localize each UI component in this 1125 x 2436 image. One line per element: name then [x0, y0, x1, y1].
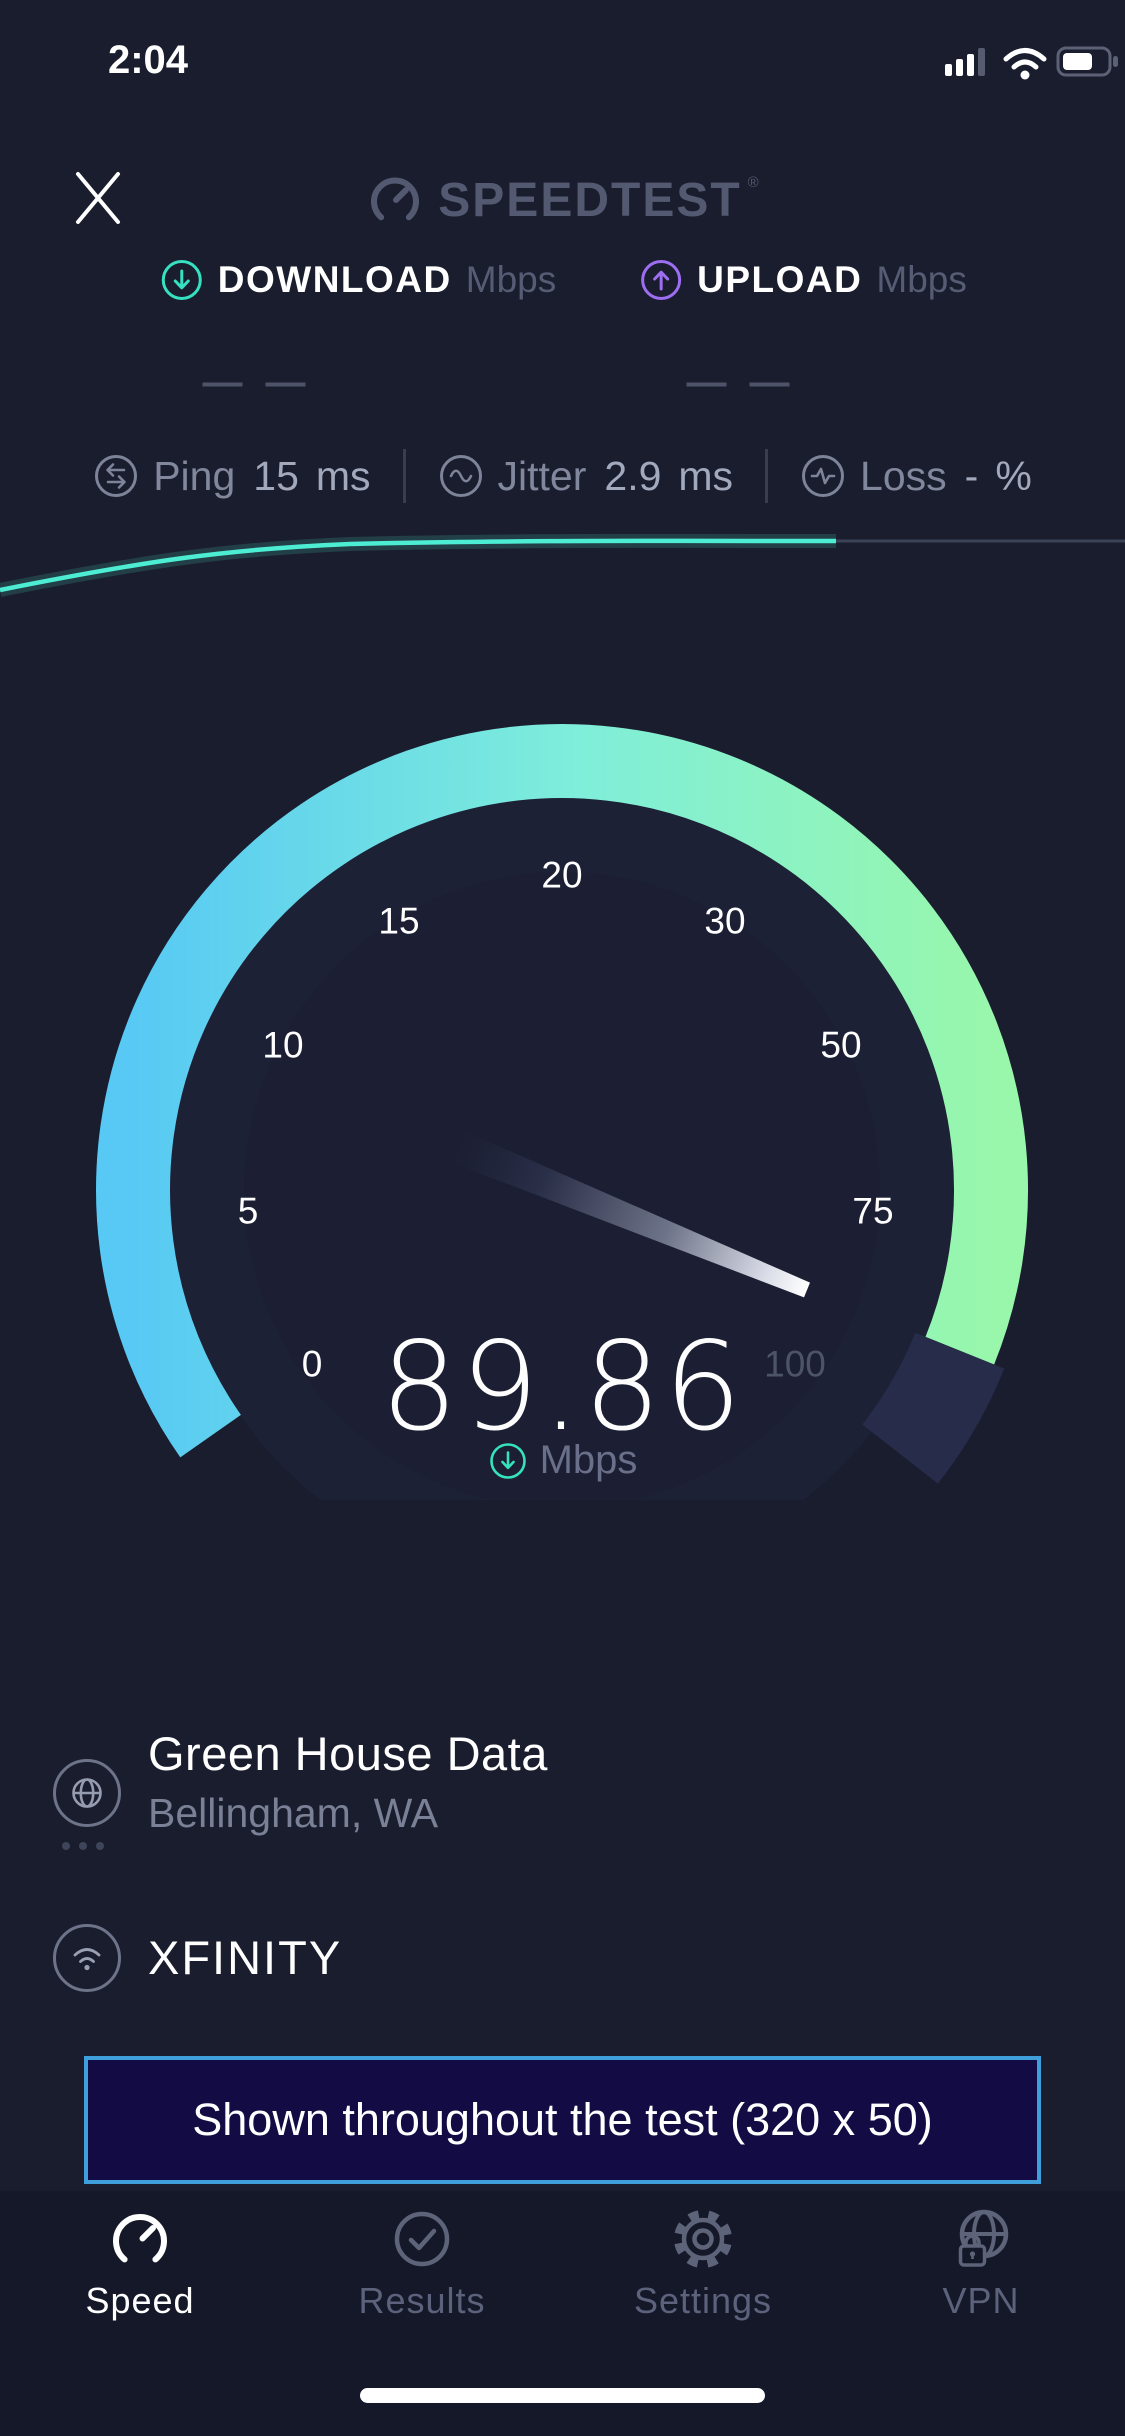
status-bar-icons: [945, 46, 1118, 80]
tab-speed[interactable]: Speed: [50, 2206, 230, 2322]
gauge-tick-15: 15: [378, 901, 419, 942]
upload-value-placeholder: — —: [686, 360, 794, 404]
server-globe-badge: [53, 1759, 121, 1827]
jitter-unit: ms: [678, 452, 734, 499]
tab-speed-label: Speed: [85, 2280, 195, 2321]
speed-gauge: 0 5 10 15 20 30 50 75 100: [96, 724, 1028, 1500]
loss-value: -: [964, 452, 979, 499]
upload-label: UPLOAD: [697, 259, 863, 300]
wifi-connection-icon: [73, 1948, 101, 1971]
upload-header: UPLOAD Mbps: [639, 252, 967, 308]
download-value-placeholder: — —: [202, 360, 310, 404]
globe-icon: [72, 1778, 102, 1808]
tab-vpn[interactable]: VPN: [891, 2206, 1071, 2322]
vpn-globe-lock-icon: [958, 2209, 1009, 2267]
results-check-icon: [394, 2211, 450, 2267]
jitter-label: Jitter: [497, 452, 587, 499]
tab-results-label: Results: [358, 2280, 486, 2321]
loss-label: Loss: [860, 452, 947, 499]
gauge-tick-5: 5: [238, 1191, 259, 1232]
download-arrow-icon: [161, 260, 202, 300]
stat-separator: [765, 449, 769, 503]
home-indicator[interactable]: [360, 2388, 765, 2403]
isp-wifi-badge: [53, 1924, 121, 1992]
gauge-tick-labels: 0 5 10 15 20 30 50 75 100: [238, 855, 894, 1385]
isp-name: XFINITY: [148, 1931, 343, 1984]
gauge-tick-10: 10: [262, 1025, 303, 1066]
download-label: DOWNLOAD: [217, 259, 452, 300]
tab-settings-label: Settings: [633, 2280, 773, 2321]
speed-gauge-icon: [113, 2214, 167, 2263]
jitter-value: 2.9: [604, 452, 662, 499]
jitter-icon: [439, 455, 482, 497]
battery-icon: [1056, 46, 1118, 77]
ad-banner[interactable]: Shown throughout the test (320 x 50): [84, 2056, 1041, 2184]
gauge-tick-75: 75: [852, 1191, 893, 1232]
ping-label: Ping: [153, 452, 236, 499]
speed-graph-line: [0, 533, 1125, 597]
download-unit: Mbps: [465, 259, 557, 300]
gauge-arc: [96, 724, 1028, 1458]
gauge-tick-0: 0: [302, 1344, 323, 1385]
app-logo: SPEEDTEST ®: [0, 168, 1125, 232]
upload-arrow-icon: [641, 260, 682, 300]
cellular-signal-icon: [945, 48, 985, 76]
jitter-stat: Jitter 2.9 ms: [438, 452, 734, 500]
close-button[interactable]: [66, 164, 130, 228]
gauge-tick-100: 100: [764, 1344, 826, 1385]
tab-vpn-label: VPN: [942, 2280, 1020, 2321]
tab-settings[interactable]: Settings: [613, 2206, 793, 2322]
speedtest-gauge-logo-icon: [371, 177, 420, 221]
ad-banner-text: Shown throughout the test (320 x 50): [192, 2094, 933, 2145]
loss-unit: %: [995, 452, 1032, 499]
server-options-dots[interactable]: [62, 1842, 104, 1850]
download-arrow-small-icon: [489, 1442, 526, 1479]
speed-unit-label: Mbps: [539, 1438, 638, 1482]
download-speed-value: 89.86: [380, 1316, 745, 1458]
loss-stat: Loss - %: [800, 453, 1032, 500]
tab-results[interactable]: Results: [332, 2206, 512, 2322]
close-icon: [76, 172, 120, 224]
ping-unit: ms: [315, 452, 371, 499]
gauge-needle: [449, 1130, 810, 1298]
wifi-icon: [1003, 48, 1047, 80]
gauge-tick-30: 30: [704, 901, 745, 942]
upload-unit: Mbps: [876, 259, 967, 300]
ping-stat: Ping 15 ms: [93, 452, 371, 500]
gauge-remaining-wedge: [861, 1331, 1005, 1484]
ping-value: 15: [253, 452, 299, 499]
latency-stats-row: Ping 15 ms Jitter 2.9 ms Loss - %: [0, 444, 1125, 508]
stat-separator: [402, 449, 406, 503]
gauge-tick-20: 20: [541, 855, 582, 896]
gauge-tick-50: 50: [820, 1025, 861, 1066]
logo-wordmark: SPEEDTEST: [438, 173, 742, 227]
server-location: Bellingham, WA: [148, 1790, 439, 1836]
download-header: DOWNLOAD Mbps: [160, 252, 556, 308]
speed-unit-row: Mbps: [0, 1438, 1125, 1483]
ping-icon: [95, 455, 138, 497]
status-bar-time: 2:04: [107, 38, 189, 82]
packet-loss-icon: [802, 455, 845, 497]
settings-gear-icon: [674, 2210, 732, 2268]
logo-trademark: ®: [747, 174, 759, 191]
server-name: Green House Data: [148, 1727, 548, 1780]
